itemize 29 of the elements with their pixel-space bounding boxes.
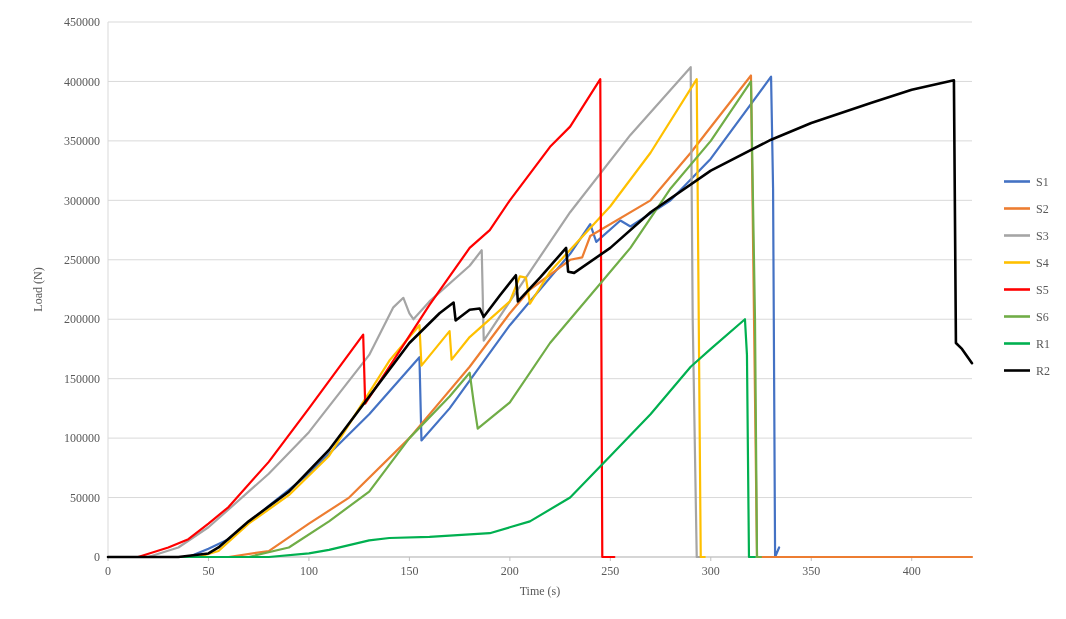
legend-label: R1 [1036,336,1051,351]
x-tick-label: 150 [400,564,419,578]
legend-label: R2 [1036,363,1051,378]
y-tick-label: 400000 [64,74,100,89]
y-tick-label: 250000 [64,252,100,267]
x-tick-label: 400 [902,564,921,578]
legend-label: S4 [1036,255,1049,270]
x-tick-label: 100 [299,564,318,578]
y-tick-label: 450000 [64,15,100,30]
legend-label: S1 [1036,174,1049,189]
x-tick-label: 0 [105,564,111,578]
legend-label: S5 [1036,282,1049,297]
x-tick-label: 350 [802,564,821,578]
x-tick-label: 200 [500,564,519,578]
legend-label: S3 [1036,228,1049,243]
y-tick-label: 100000 [64,431,100,446]
y-tick-label: 0 [94,550,100,565]
y-tick-label: 350000 [64,134,100,149]
legend-label: S6 [1036,309,1049,324]
y-tick-label: 200000 [64,312,100,327]
x-axis-title: Time (s) [519,584,561,598]
x-tick-label: 250 [601,564,620,578]
y-tick-label: 150000 [64,371,100,386]
y-tick-label: 300000 [64,193,100,208]
x-tick-label: 300 [701,564,720,578]
y-axis-title: Load (N) [31,267,45,312]
x-tick-label: 50 [202,564,215,578]
legend-label: S2 [1036,201,1049,216]
y-tick-label: 50000 [70,490,100,505]
